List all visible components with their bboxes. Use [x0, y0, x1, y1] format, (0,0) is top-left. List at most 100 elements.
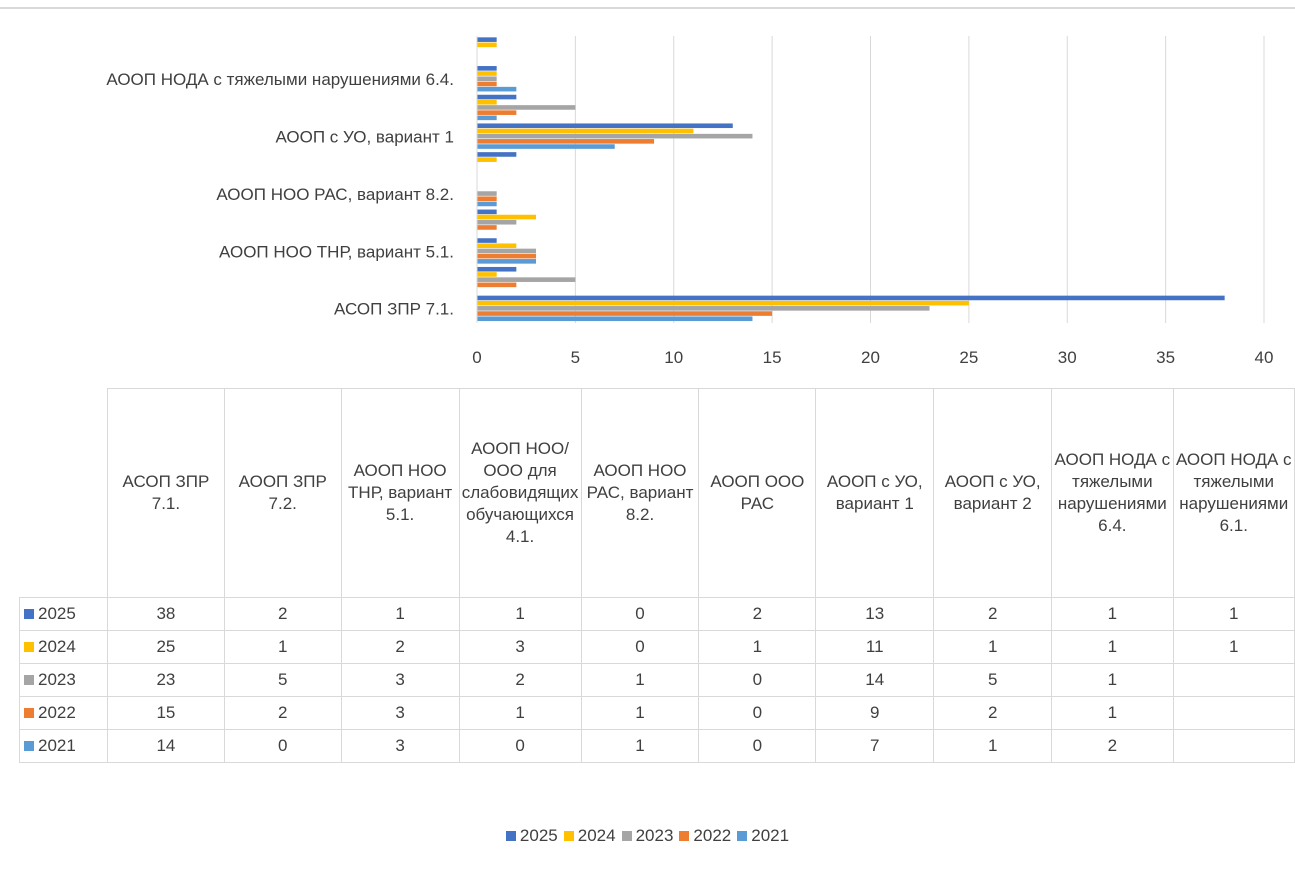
table-cell: 2: [933, 696, 1053, 730]
table-cell: 1: [698, 630, 817, 664]
column-header: АООП ООО РАС: [698, 388, 817, 598]
y-category-label: АООП НОО ТНР, вариант 5.1.: [219, 242, 454, 261]
table-cell: 14: [815, 663, 935, 697]
table-cell: 1: [458, 696, 582, 730]
bar-2024-3: [477, 214, 537, 220]
table-cell: 1: [1051, 663, 1174, 697]
x-tick-label: 35: [1156, 348, 1175, 367]
bar-2024-8: [477, 71, 497, 76]
legend-label: 2023: [635, 826, 674, 845]
bar-2021-2: [477, 259, 537, 264]
table-cell: 2: [340, 630, 460, 664]
bar-2022-4: [477, 196, 497, 202]
table-cell: 9: [815, 696, 935, 730]
column-header: АООП НОО РАС, вариант 8.2.: [580, 388, 700, 598]
table-row: 2022 15 2 3 1 1 0 9 2 1: [18, 696, 1295, 730]
y-category-label: АООП НОО РАС, вариант 8.2.: [216, 185, 454, 204]
table-row: 2025 38 2 1 1 0 2 13 2 1 1: [18, 597, 1295, 631]
table-row: 2021 14 0 3 0 1 0 7 1 2: [18, 729, 1295, 763]
table-cell: 3: [340, 663, 460, 697]
table-cell: 15: [107, 696, 225, 730]
table-body: 2025 38 2 1 1 0 2 13 2 1 1 2024 25 1 2 3 0 1 11 1 1 1 2023 23 5 3…: [18, 597, 1295, 763]
legend-swatch-icon: [621, 831, 632, 841]
table-cell: 1: [1051, 630, 1174, 664]
top-border-line: [0, 7, 1295, 9]
table-cell: 0: [698, 729, 817, 763]
table-cell: 2: [698, 597, 817, 631]
bar-2023-6: [477, 133, 753, 139]
column-header: АООП с УО, вариант 1: [815, 388, 935, 598]
table-cell: 1: [1051, 597, 1174, 631]
table-cell: 1: [223, 630, 342, 664]
bar-2024-6: [477, 128, 694, 134]
series-name: 2025: [38, 604, 76, 623]
series-name: 2024: [38, 637, 76, 656]
column-header: АСОП ЗПР 7.1.: [107, 388, 225, 598]
table-cell: 7: [815, 729, 935, 763]
legend-item: 2021: [737, 826, 789, 846]
legend-item: 2025: [505, 826, 558, 846]
table-cell: 2: [223, 597, 342, 631]
bar-2022-6: [477, 139, 655, 144]
bar-2023-4: [477, 191, 497, 196]
table-cell: 5: [223, 663, 342, 697]
table-cell: 0: [698, 696, 817, 730]
column-header: АООП НОО/ООО для слабовидящих обучающихс…: [458, 388, 582, 598]
table-cell: 0: [223, 729, 342, 763]
table-cell: 11: [815, 630, 935, 664]
table-header-row: АСОП ЗПР 7.1. АООП ЗПР 7.2. АООП НОО ТНР, …: [19, 388, 1295, 598]
column-header: АООП с УО, вариант 2: [933, 388, 1053, 598]
x-tick-label: 15: [763, 348, 782, 367]
table-cell: 1: [580, 729, 700, 763]
bar-2025-6: [477, 123, 733, 129]
bar-2023-3: [477, 219, 517, 225]
series-swatch-icon: [24, 642, 34, 652]
table-cell: 1: [1172, 597, 1295, 631]
bar-2021-0: [477, 316, 753, 322]
bar-2022-2: [477, 253, 537, 259]
legend-swatch-icon: [737, 831, 748, 841]
table-cell: 1: [1172, 630, 1295, 664]
x-tick-label: 25: [959, 348, 978, 367]
y-category-label: АООП НОДА с тяжелыми нарушениями 6.4.: [106, 70, 454, 89]
column-header: АООП НОО ТНР, вариант 5.1.: [340, 388, 460, 598]
table-cell: 1: [933, 729, 1053, 763]
table-corner-cell: [19, 388, 109, 598]
bar-2024-7: [477, 99, 497, 105]
bar-2021-6: [477, 144, 615, 149]
bar-2024-2: [477, 243, 517, 249]
table-cell: 0: [698, 663, 817, 697]
legend-label: 2022: [693, 826, 732, 845]
table-cell: [1172, 729, 1295, 763]
table-cell: 5: [933, 663, 1053, 697]
bar-2023-2: [477, 248, 537, 254]
table-cell: 2: [1051, 729, 1174, 763]
series-name: 2023: [38, 670, 76, 689]
series-label-cell: 2025: [18, 597, 109, 631]
column-header: АООП НОДА с тяжелыми нарушениями 6.1.: [1172, 388, 1295, 598]
bar-2025-7: [477, 94, 517, 100]
table-cell: 1: [340, 597, 460, 631]
bar-2023-7: [477, 105, 576, 110]
table-cell: 0: [458, 729, 582, 763]
table-cell: 2: [933, 597, 1053, 631]
bar-2025-0: [477, 295, 1225, 301]
x-tick-label: 5: [571, 348, 580, 367]
table-row: 2024 25 1 2 3 0 1 11 1 1 1: [18, 630, 1295, 664]
table-cell: 0: [580, 597, 700, 631]
table-row: 2023 23 5 3 2 1 0 14 5 1: [18, 663, 1295, 697]
legend-label: 2025: [519, 826, 558, 845]
bar-2021-7: [477, 115, 497, 121]
table-cell: 3: [340, 729, 460, 763]
bar-2024-9: [477, 42, 497, 48]
table-cell: 3: [458, 630, 582, 664]
bar-2024-0: [477, 300, 969, 306]
series-label-cell: 2022: [18, 696, 109, 730]
data-table: АСОП ЗПР 7.1. АООП ЗПР 7.2. АООП НОО ТНР, …: [18, 388, 1295, 763]
legend-swatch-icon: [505, 831, 516, 841]
series-swatch-icon: [24, 708, 34, 718]
bar-2022-1: [477, 282, 517, 288]
table-cell: 13: [815, 597, 935, 631]
table-cell: 23: [107, 663, 225, 697]
x-tick-label: 20: [861, 348, 880, 367]
